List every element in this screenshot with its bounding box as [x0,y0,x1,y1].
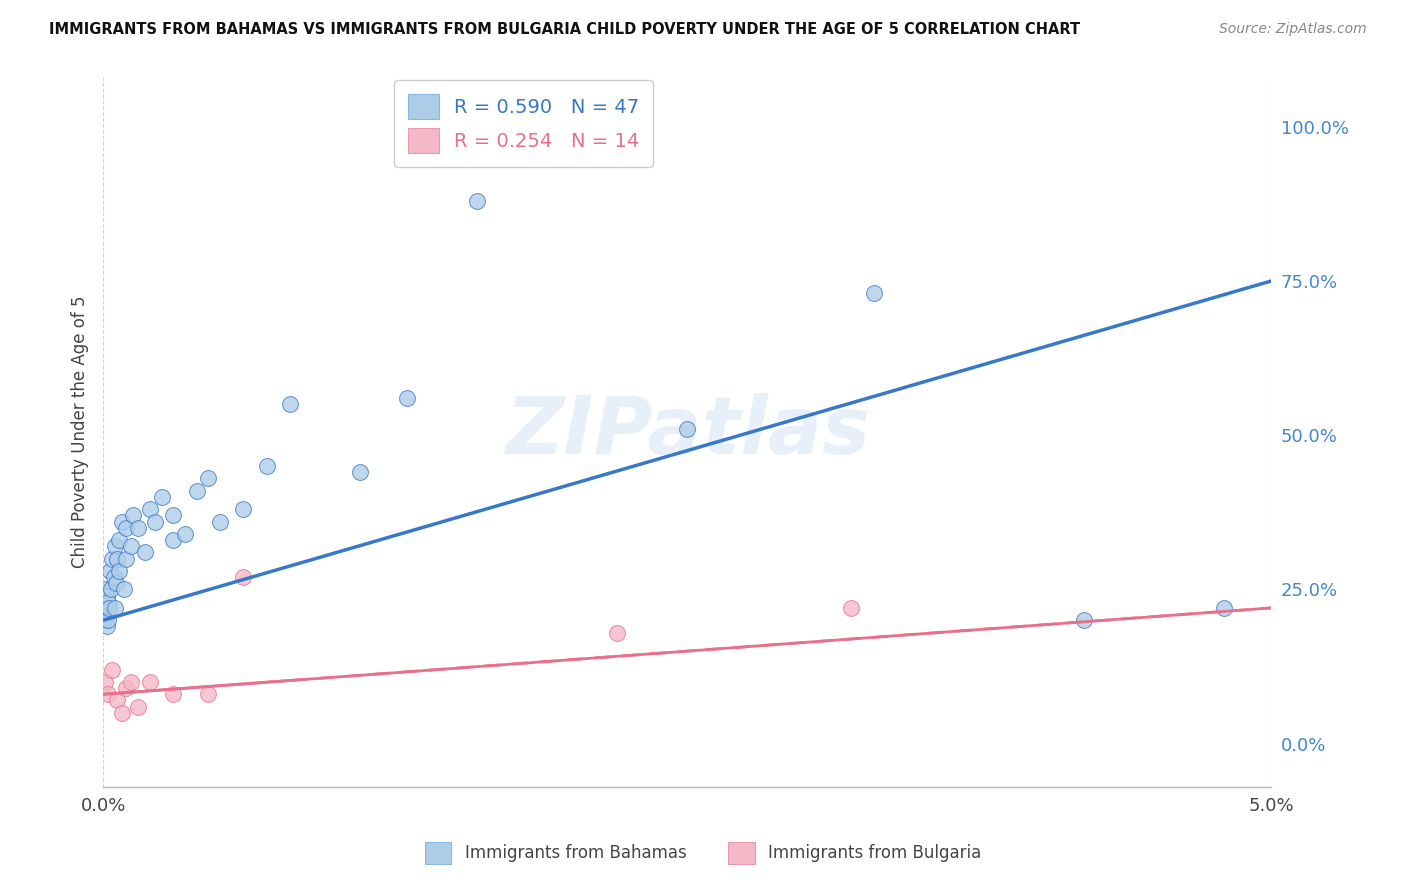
Point [108,533,131,547]
Point [512,151,534,165]
Point [115,551,138,566]
Point [96,589,118,603]
Point [208,515,231,529]
Point [1213,601,1236,615]
Point [134,545,156,559]
Point [127,699,149,714]
Point [103,570,125,584]
Point [197,471,219,485]
Point [105,551,128,566]
Text: IMMIGRANTS FROM BAHAMAS VS IMMIGRANTS FROM BULGARIA CHILD POVERTY UNDER THE AGE : IMMIGRANTS FROM BAHAMAS VS IMMIGRANTS FR… [49,22,1080,37]
Point [112,582,135,597]
Point [98,564,121,578]
Point [120,675,142,690]
Point [1073,613,1095,627]
Text: ZIPatlas: ZIPatlas [505,393,870,471]
Point [97,595,120,609]
Point [100,582,122,597]
Point [150,490,173,504]
Point [232,570,254,584]
Point [173,527,195,541]
Point [94,601,117,615]
Legend: Immigrants from Bahamas, Immigrants from Bulgaria: Immigrants from Bahamas, Immigrants from… [418,836,988,871]
Text: Source: ZipAtlas.com: Source: ZipAtlas.com [1219,22,1367,37]
Point [676,422,699,436]
Point [115,681,138,695]
Point [104,576,127,591]
Point [98,601,121,615]
Point [139,675,162,690]
Point [120,539,142,553]
Point [108,564,131,578]
Point [278,397,301,411]
Point [94,582,117,597]
Point [395,391,418,405]
Point [197,687,219,701]
Point [93,601,115,615]
Point [162,508,184,523]
Point [101,551,124,566]
Point [256,458,278,473]
Point [104,539,127,553]
Point [94,613,117,627]
Y-axis label: Child Poverty Under the Age of 5: Child Poverty Under the Age of 5 [72,296,89,568]
Point [97,613,120,627]
Legend: R = 0.590   N = 47, R = 0.254   N = 14: R = 0.590 N = 47, R = 0.254 N = 14 [394,80,654,167]
Point [349,465,371,479]
Point [162,687,184,701]
Point [97,687,120,701]
Point [101,663,124,677]
Point [105,693,128,707]
Point [127,521,149,535]
Point [122,508,145,523]
Point [111,515,134,529]
Point [162,533,184,547]
Point [104,601,127,615]
Point [94,675,117,690]
Point [606,625,628,640]
Point [186,483,208,498]
Point [839,601,862,615]
Point [115,521,138,535]
Point [863,286,886,301]
Point [465,194,488,208]
Point [139,502,162,516]
Point [143,515,166,529]
Point [232,502,254,516]
Point [111,706,134,720]
Point [96,619,118,633]
